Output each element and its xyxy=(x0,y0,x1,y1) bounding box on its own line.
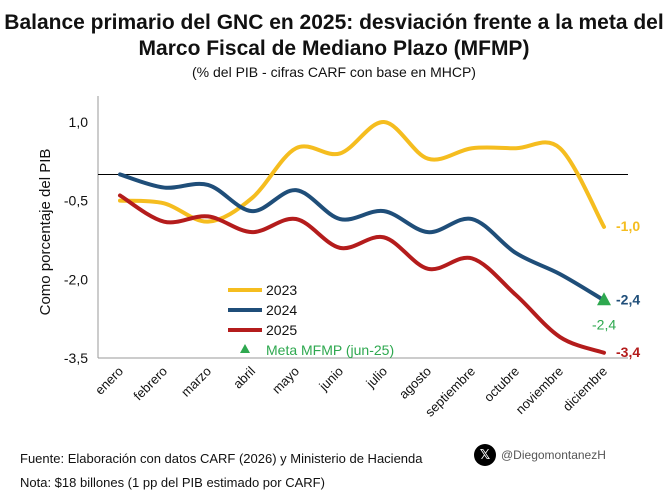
x-tick-label: julio xyxy=(362,364,390,392)
end-label-2025: -3,4 xyxy=(616,344,640,360)
x-logo-icon: 𝕏 xyxy=(474,444,496,466)
y-tick-label: 1,0 xyxy=(69,114,89,130)
end-label-2024: -2,4 xyxy=(616,291,640,307)
y-axis-label: Como porcentaje del PIB xyxy=(37,149,54,316)
meta-marker-label: -2,4 xyxy=(592,316,616,332)
y-tick-label: -0,5 xyxy=(64,193,88,209)
chart-title-line2: Marco Fiscal de Mediano Plazo (MFMP) xyxy=(138,37,530,60)
y-tick-label: -3,5 xyxy=(64,350,88,366)
source-note: Fuente: Elaboración con datos CARF (2026… xyxy=(20,451,423,466)
x-tick-label: enero xyxy=(92,364,126,398)
end-label-2023: -1,0 xyxy=(616,218,640,234)
legend-swatch-meta xyxy=(240,344,250,353)
x-tick-label: junio xyxy=(315,364,346,395)
x-tick-label: mayo xyxy=(269,364,302,397)
x-tick-label: agosto xyxy=(396,364,434,402)
meta-marker xyxy=(597,292,611,306)
series-line-2024 xyxy=(118,172,606,303)
x-tick-label: febrero xyxy=(130,364,170,404)
legend-label-meta: Meta MFMP (jun-25) xyxy=(266,342,394,358)
legend-label-2023: 2023 xyxy=(266,282,297,298)
y-tick-label: -2,0 xyxy=(64,271,88,287)
footnote: Nota: $18 billones (1 pp del PIB estimad… xyxy=(20,475,325,490)
chart-title-line1: Balance primario del GNC en 2025: desvia… xyxy=(4,11,664,34)
chart-subtitle: (% del PIB - cifras CARF con base en MHC… xyxy=(192,64,476,80)
x-tick-label: abril xyxy=(230,363,258,391)
author-handle-text: @DiegomontanezH xyxy=(501,448,606,462)
series-line-2025 xyxy=(118,193,606,355)
legend-label-2025: 2025 xyxy=(266,322,297,338)
x-tick-label: octubre xyxy=(481,364,522,405)
x-tick-label: diciembre xyxy=(560,364,610,414)
legend-label-2024: 2024 xyxy=(266,302,297,318)
x-tick-label: marzo xyxy=(178,364,214,400)
author-handle[interactable]: 𝕏 @DiegomontanezH xyxy=(474,444,606,466)
series-line-2023 xyxy=(118,120,606,229)
x-tick-label: noviembre xyxy=(513,364,567,418)
